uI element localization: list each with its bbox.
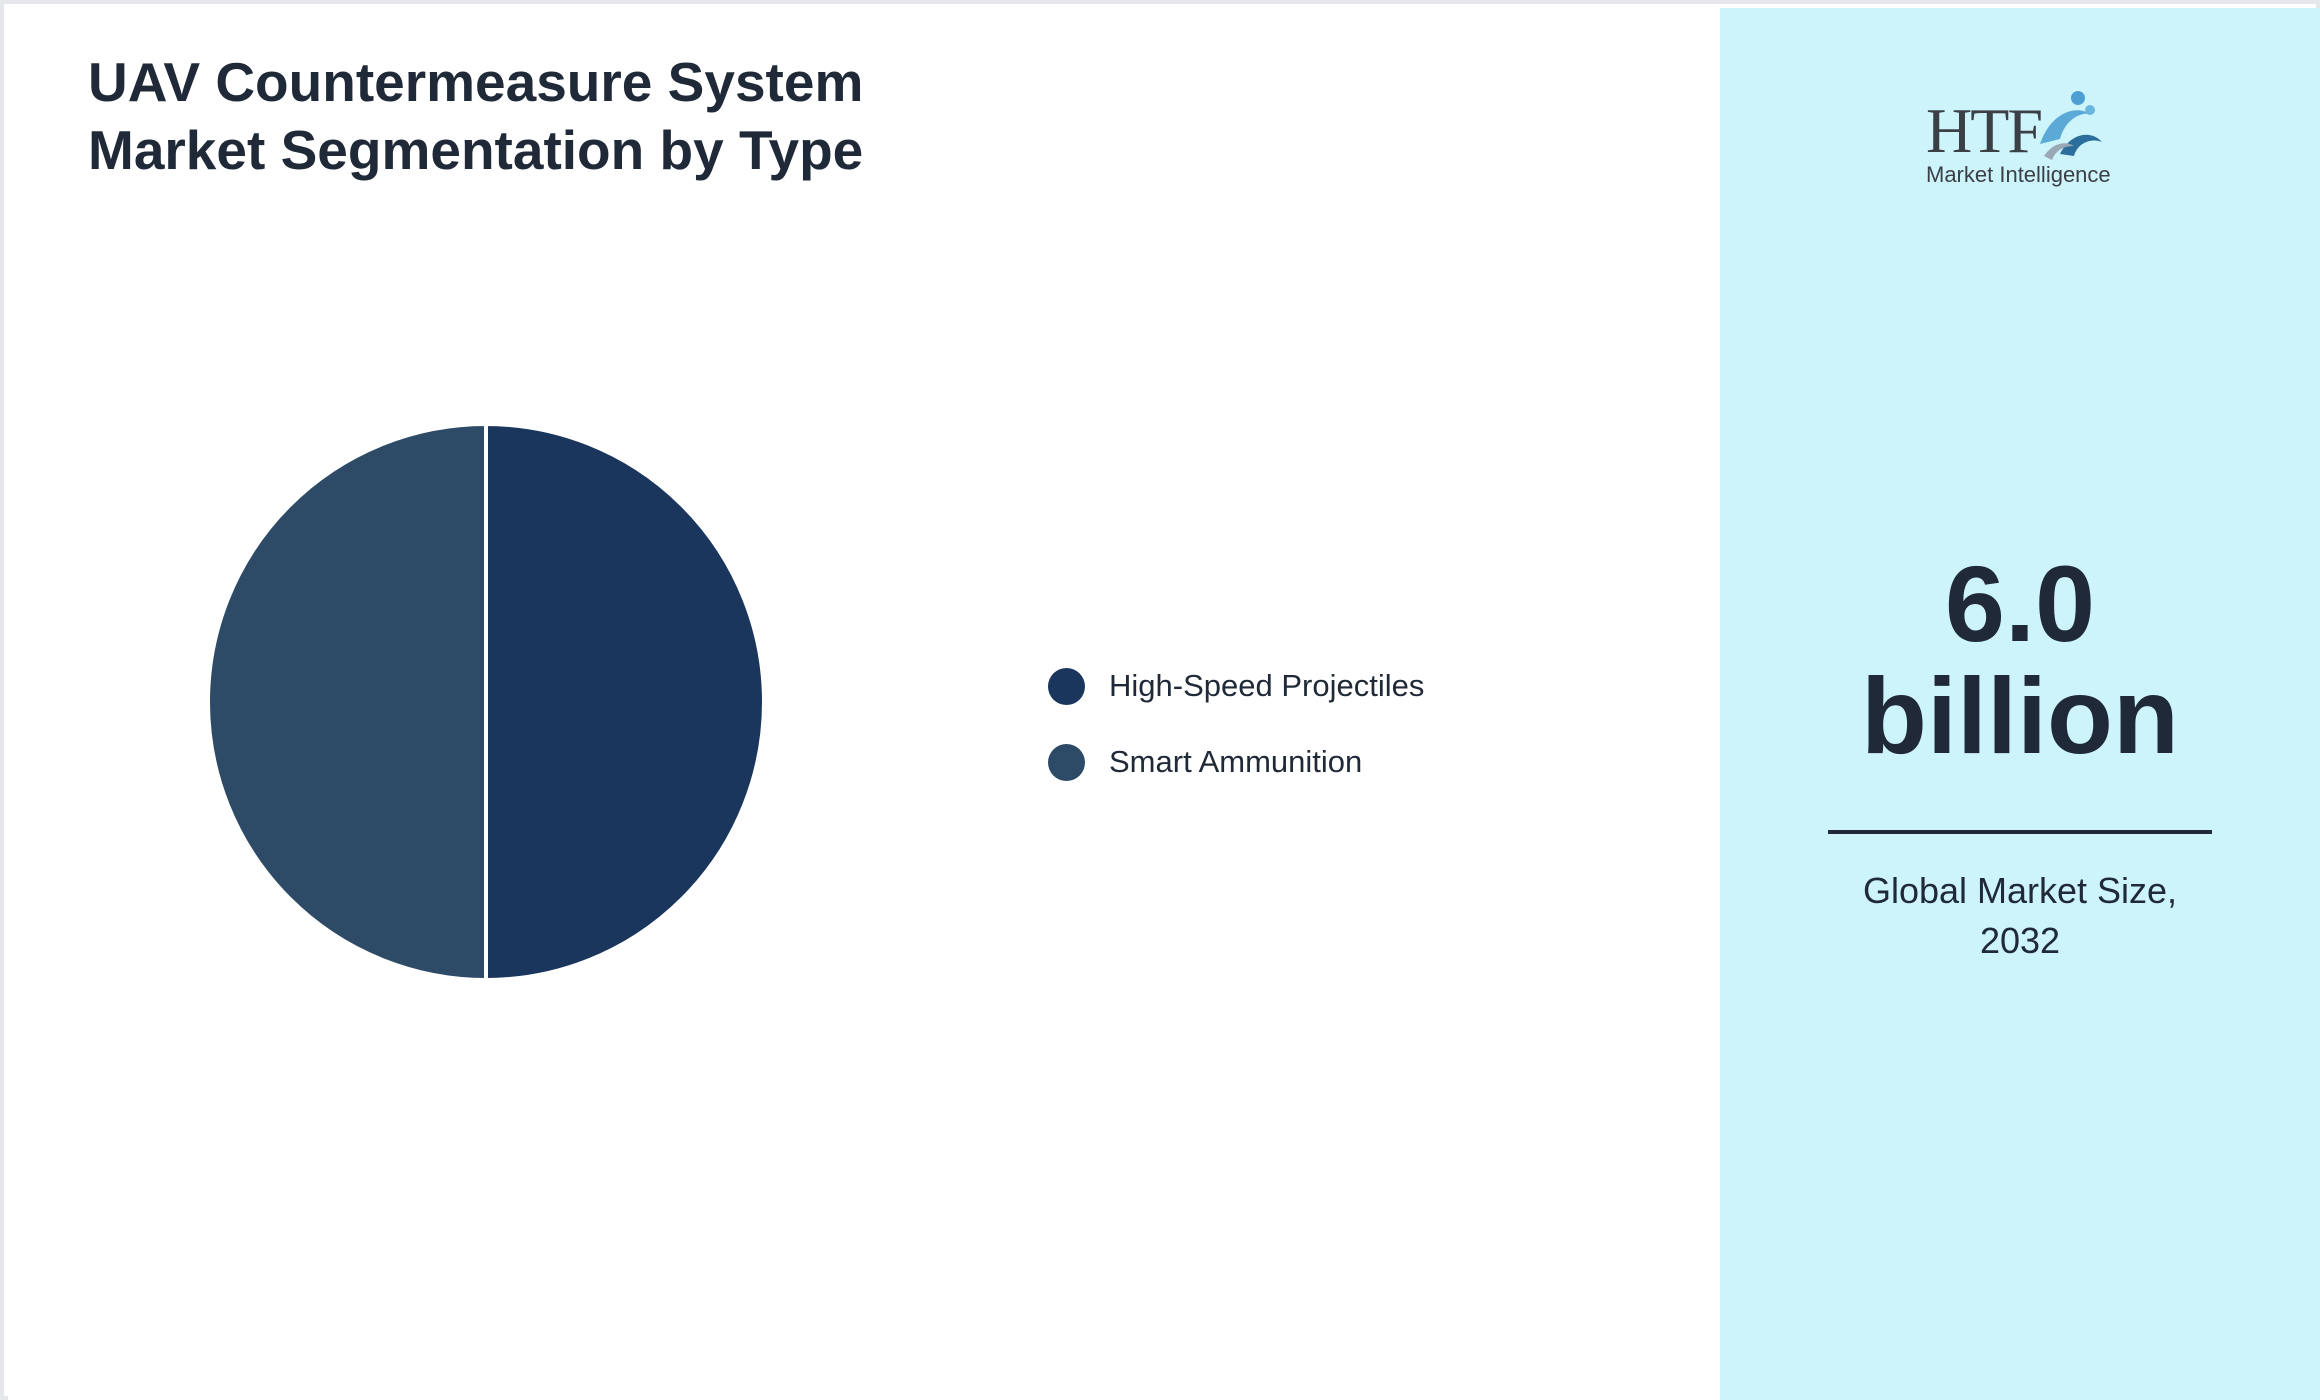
legend-item: High-Speed Projectiles: [1048, 648, 1424, 724]
chart-title-line-2: Market Segmentation by Type: [88, 119, 864, 181]
legend-label: High-Speed Projectiles: [1109, 668, 1425, 703]
divider-line: [1828, 830, 2212, 834]
market-size-caption: Global Market Size, 2032: [1820, 866, 2220, 966]
chart-title: UAV Countermeasure System Market Segment…: [88, 48, 1088, 184]
legend-label: Smart Ammunition: [1109, 744, 1363, 779]
chart-legend: High-Speed Projectiles Smart Ammunition: [1048, 648, 1424, 800]
caption-line-2: 2032: [1979, 920, 2061, 961]
legend-swatch: [1048, 667, 1085, 705]
chart-panel: UAV Countermeasure System Market Segment…: [8, 8, 1720, 1400]
market-size-unit: billion: [1861, 655, 2179, 776]
logo-subtitle: Market Intelligence: [1926, 162, 2111, 187]
htf-logo: HTF Market Intelligence: [1926, 84, 2116, 194]
market-size-panel: HTF Market Intelligence 6.0 billion Glob…: [1720, 8, 2320, 1400]
pie-slice-high-speed-projectiles: [484, 421, 766, 983]
market-size-value: 6.0 billion: [1720, 548, 2320, 772]
htf-swirl-logo-icon: [2040, 91, 2102, 160]
logo-brand-text: HTF: [1926, 95, 2043, 166]
legend-swatch: [1048, 743, 1085, 781]
chart-title-line-1: UAV Countermeasure System: [88, 51, 864, 113]
pie-slice-smart-ammunition: [206, 421, 488, 983]
legend-item: Smart Ammunition: [1048, 724, 1424, 800]
market-size-number: 6.0: [1944, 543, 2096, 664]
pie-chart: [206, 421, 766, 983]
caption-line-1: Global Market Size,: [1862, 870, 2178, 911]
